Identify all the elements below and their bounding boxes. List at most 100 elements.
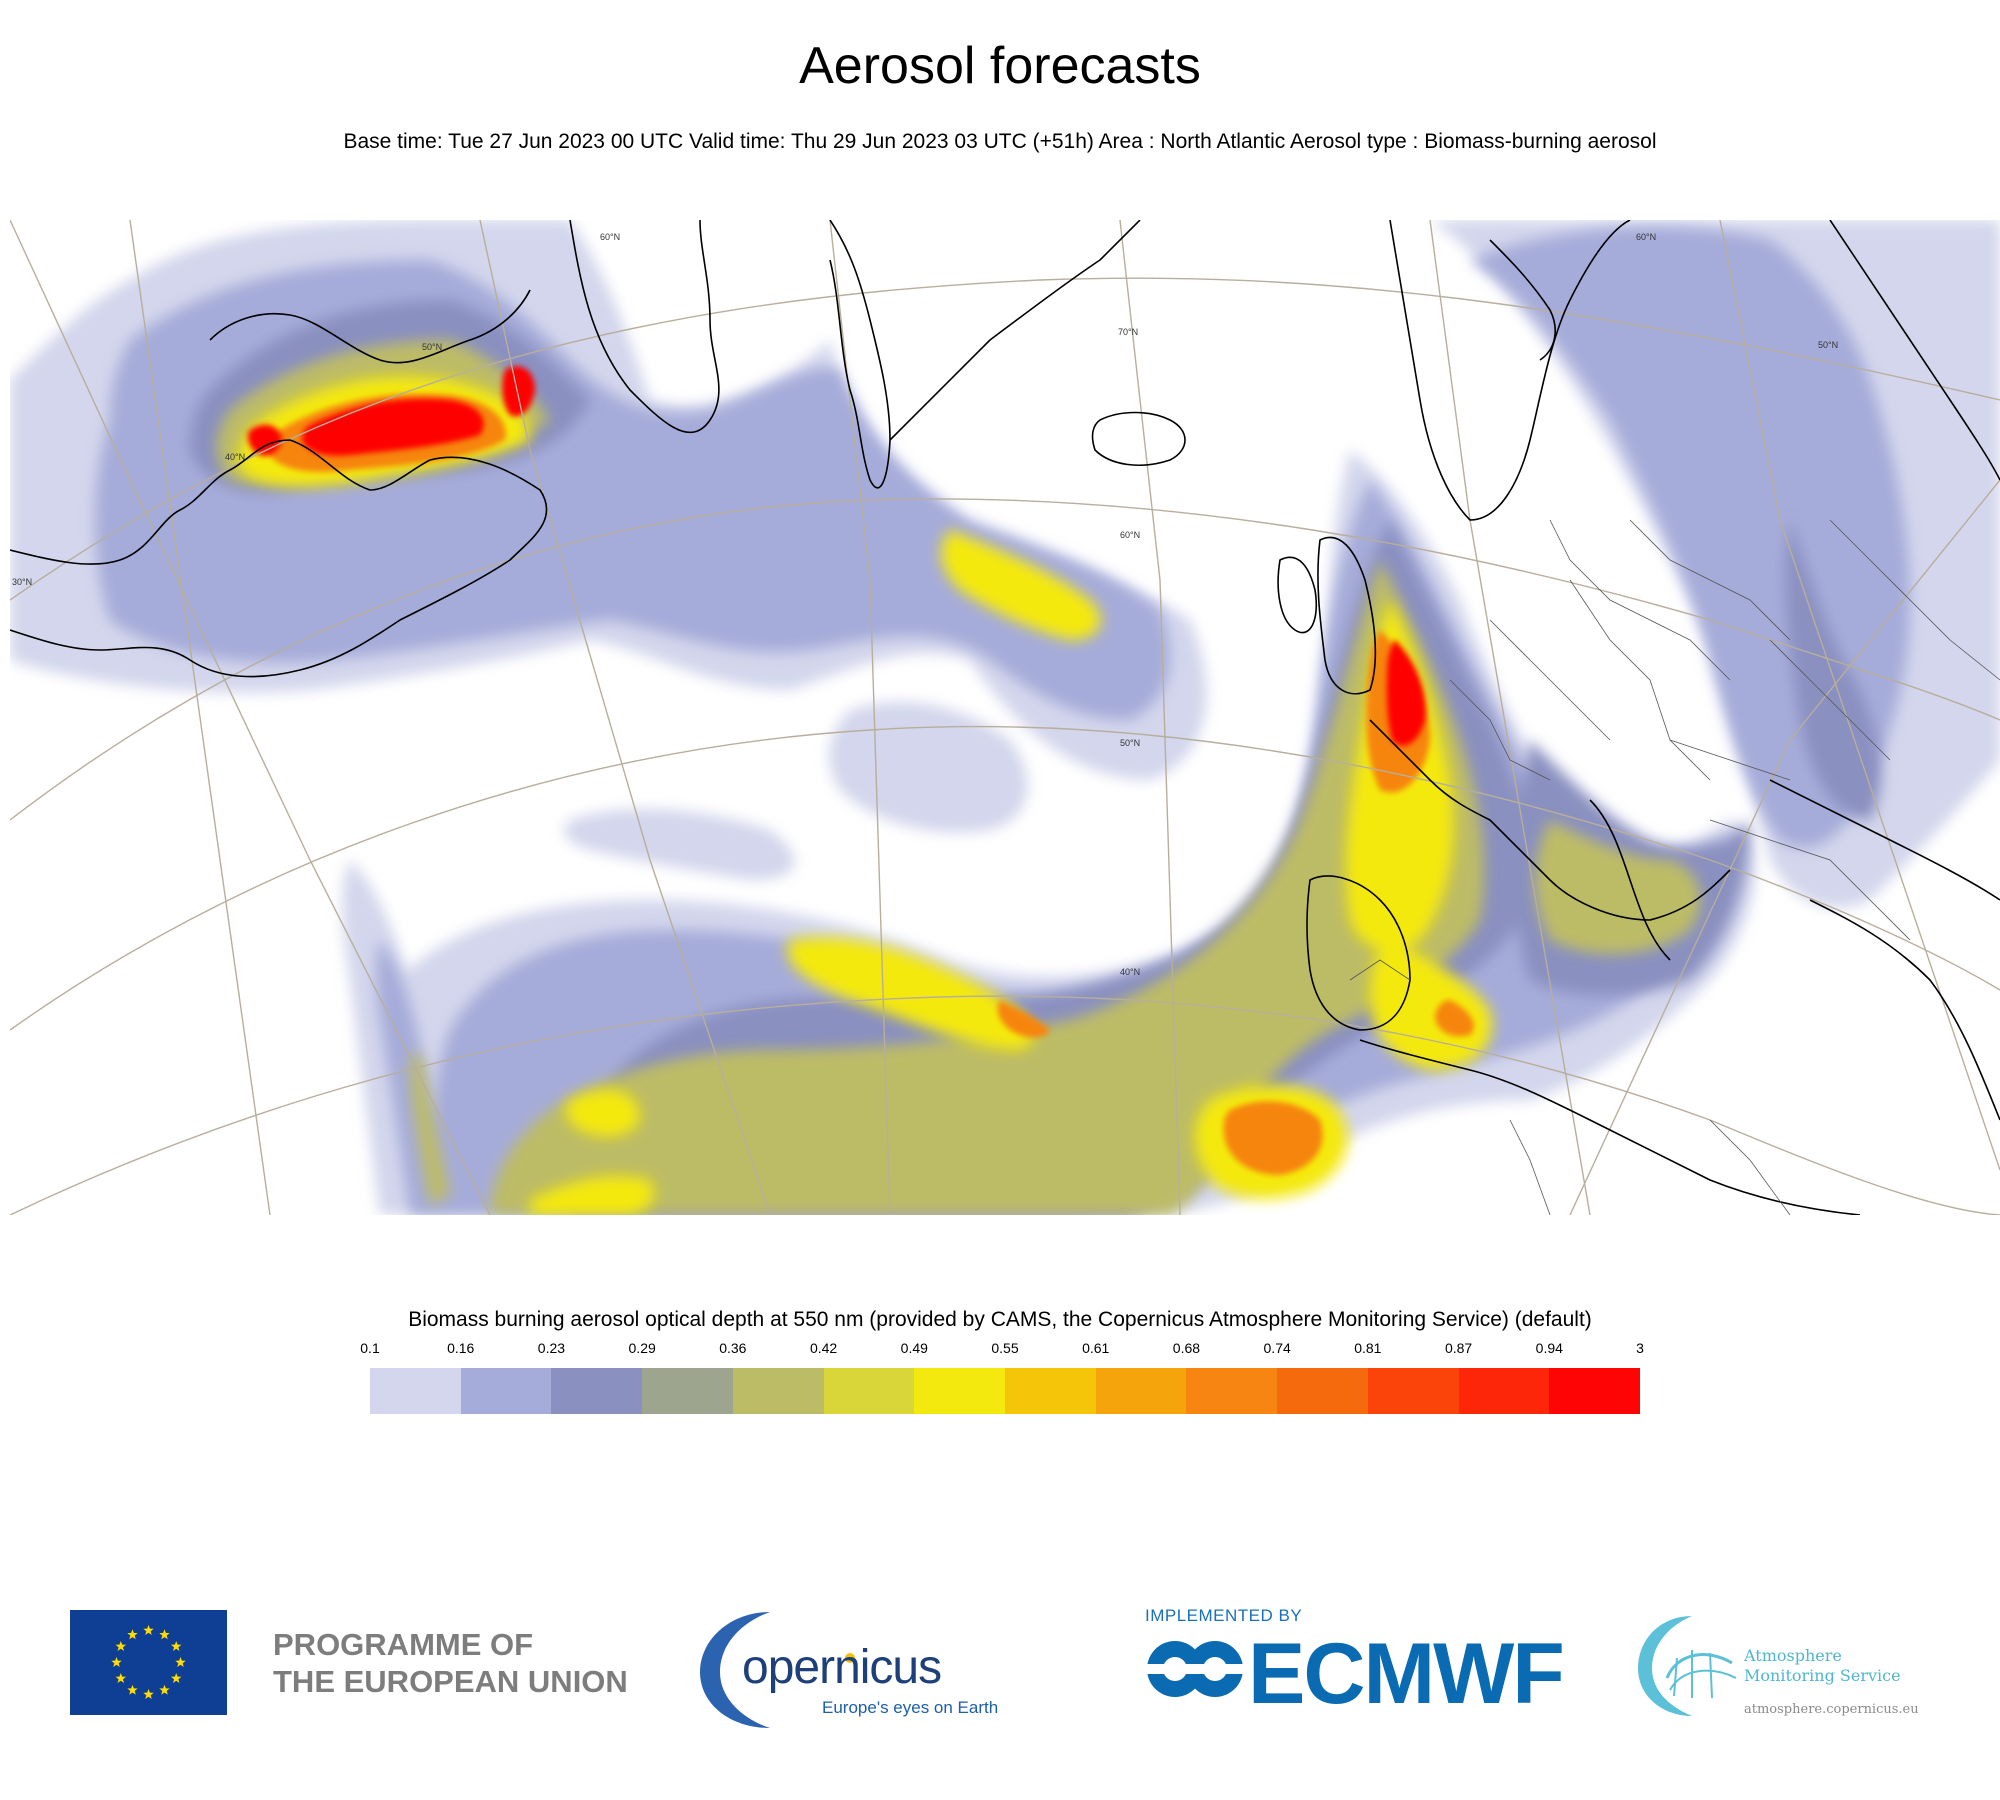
- legend-color-step: [1458, 1368, 1550, 1414]
- coastlines: [10, 220, 2000, 1215]
- page-title: Aerosol forecasts: [799, 37, 1201, 95]
- footer-logos: PROGRAMME OF THE EUROPEAN UNION opernicu…: [0, 1590, 2000, 1740]
- ams-text-line: Atmosphere: [1744, 1646, 1842, 1665]
- ecmwf-symbol-icon: [1145, 1641, 1245, 1697]
- parallel-70n: [10, 277, 2000, 601]
- legend-tick-label: 0.42: [809, 1340, 838, 1356]
- meridian-4: [1119, 220, 1181, 1215]
- legend-color-step: [1005, 1368, 1096, 1414]
- legend-tick-label: 0.16: [447, 1340, 475, 1356]
- legend-color-step: [1549, 1368, 1641, 1414]
- copernicus-wordmark: opernicus: [742, 1641, 942, 1694]
- eu-star: [127, 1629, 138, 1640]
- eu-star: [170, 1673, 182, 1683]
- meridian-3: [829, 220, 891, 1215]
- ecmwf-implemented-by: IMPLEMENTED BY: [1145, 1606, 1303, 1625]
- legend-tick-label: 0.94: [1535, 1340, 1563, 1356]
- eu-star: [175, 1657, 186, 1667]
- legend-color-step: [1186, 1368, 1278, 1414]
- legend-color-step: [732, 1368, 824, 1414]
- ams-url: atmosphere.copernicus.eu: [1744, 1702, 1919, 1717]
- black-sea-coast: [1769, 779, 2000, 901]
- parallel-40n: [10, 995, 2000, 1215]
- legend-tick-label: 0.74: [1263, 1340, 1291, 1356]
- meridian-8: [1569, 479, 2000, 1215]
- legend-tick-label: 0.61: [1082, 1340, 1110, 1356]
- parallel-label: 70°N: [1118, 327, 1138, 337]
- legend-tick-label: 3: [1636, 1340, 1644, 1356]
- legend-tick-label: 0.29: [628, 1340, 656, 1356]
- copernicus-tagline: Europe's eyes on Earth: [822, 1698, 999, 1717]
- eu-text-line: THE EUROPEAN UNION: [273, 1664, 628, 1699]
- legend-ticks: 0.1 0.16 0.23 0.29 0.36 0.42 0.49 0.55 0.61 0.68 0…: [360, 1340, 1644, 1360]
- legend-title: Biomass burning aerosol optical depth at…: [408, 1308, 1592, 1331]
- eu-star: [111, 1657, 122, 1667]
- eu-star: [159, 1684, 170, 1695]
- ireland: [1277, 556, 1318, 634]
- great-britain: [1317, 536, 1377, 695]
- parallel-50n: [10, 725, 2000, 1031]
- atmosphere-globe-icon: [1638, 1616, 1737, 1716]
- russia-north-coast: [1829, 220, 2000, 481]
- ams-wordmark: Atmosphere Monitoring Service: [1744, 1646, 1901, 1686]
- legend-color-step: [1095, 1368, 1187, 1414]
- eu-star: [143, 1689, 154, 1699]
- meridian-6: [1719, 220, 2000, 1171]
- forecast-subtitle: Base time: Tue 27 Jun 2023 00 UTC Valid …: [343, 130, 1657, 153]
- parallel-labels: 30°N 40°N 50°N 60°N 70°N 60°N 50°N 40°N …: [12, 232, 1838, 977]
- legend-color-step: [914, 1368, 1006, 1414]
- parallel-label: 40°N: [225, 452, 245, 462]
- eu-programme-text: PROGRAMME OF THE EUROPEAN UNION: [273, 1626, 628, 1700]
- meridian-2: [479, 220, 771, 1215]
- legend-tick-label: 0.55: [991, 1340, 1019, 1356]
- parallel-label: 50°N: [1120, 738, 1140, 748]
- legend-color-step: [823, 1368, 915, 1414]
- legend-tick-label: 0.81: [1354, 1340, 1382, 1356]
- eu-stars-icon: [111, 1625, 186, 1699]
- iberian-peninsula: [1306, 875, 1411, 1031]
- baffin-coast: [569, 220, 720, 434]
- eu-star: [127, 1684, 138, 1695]
- parallel-label: 50°N: [1818, 340, 1838, 350]
- parallel-label: 60°N: [600, 232, 620, 242]
- legend-color-step: [1277, 1368, 1368, 1414]
- baltic-coast: [1489, 239, 1556, 361]
- eu-star: [115, 1641, 127, 1651]
- legend-colorbar: [370, 1368, 1641, 1414]
- europe-atlantic-coast: [1369, 719, 1731, 921]
- parallel-label: 50°N: [422, 342, 442, 352]
- eu-star: [159, 1629, 170, 1640]
- ecmwf-wordmark: ECMWF: [1248, 1626, 1565, 1722]
- eu-flag-logo: [70, 1610, 227, 1715]
- eu-star: [170, 1641, 182, 1651]
- graticule: [10, 220, 2000, 1215]
- ams-text-line: Monitoring Service: [1744, 1666, 1901, 1685]
- legend-color-step: [460, 1368, 552, 1414]
- iceland: [1091, 411, 1186, 466]
- aerosol-plume-layer-red: [247, 366, 1426, 746]
- legend-tick-label: 0.23: [537, 1340, 566, 1356]
- greenland-west-coast: [829, 220, 891, 489]
- country-borders: [1349, 519, 2000, 1215]
- hudson-region: [209, 289, 531, 364]
- meridian-7: [10, 220, 491, 1215]
- copernicus-swoosh-icon: [700, 1612, 855, 1728]
- legend-tick-label: 0.36: [719, 1340, 747, 1356]
- legend-color-step: [370, 1368, 461, 1414]
- legend-tick-label: 0.49: [900, 1340, 928, 1356]
- legend-color-step: [1367, 1368, 1459, 1414]
- parallel-label: 40°N: [1120, 967, 1140, 977]
- parallel-label: 60°N: [1120, 530, 1140, 540]
- legend-tick-label: 0.87: [1444, 1340, 1473, 1356]
- scandinavia-coast: [1389, 220, 1631, 521]
- italy-coast: [1589, 799, 1671, 961]
- north-america-east-coast: [10, 439, 548, 678]
- eu-star: [143, 1625, 154, 1635]
- parallel-60n: [10, 498, 2000, 821]
- aerosol-map: 30°N 40°N 50°N 60°N 70°N 60°N 50°N 40°N …: [10, 220, 2000, 1215]
- legend-tick-label: 0.68: [1172, 1340, 1201, 1356]
- eu-text-line: PROGRAMME OF: [273, 1627, 534, 1662]
- greenland-east-coast: [889, 220, 1141, 441]
- legend-color-step: [642, 1368, 733, 1414]
- parallel-label: 30°N: [12, 577, 32, 587]
